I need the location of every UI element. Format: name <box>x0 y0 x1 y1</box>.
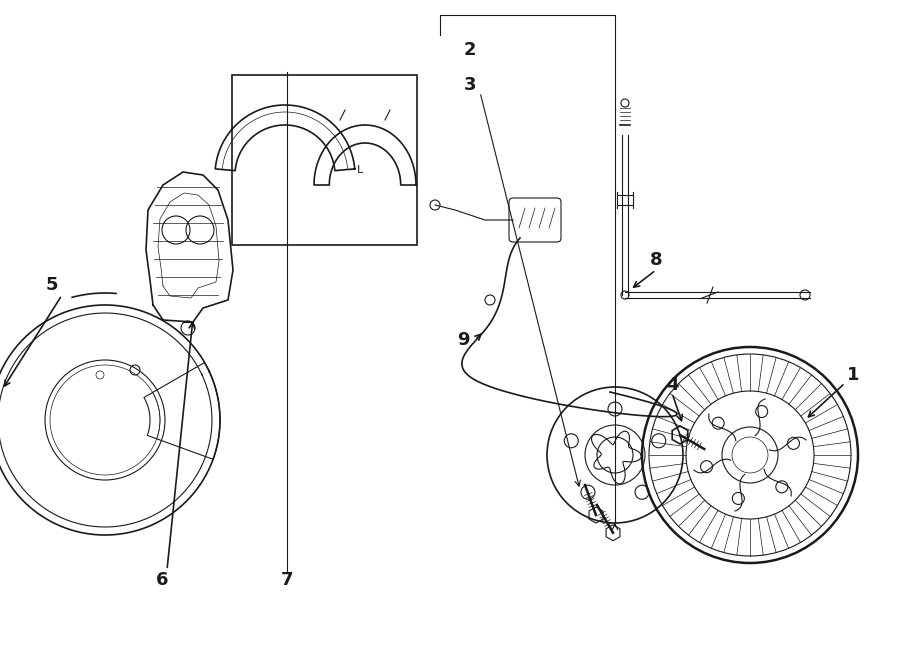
Text: 5: 5 <box>46 276 58 294</box>
Bar <box>232 75 417 245</box>
Text: 9: 9 <box>456 331 469 349</box>
Text: 2: 2 <box>464 41 476 59</box>
Text: 1: 1 <box>847 366 860 384</box>
Text: 7: 7 <box>281 571 293 589</box>
Text: L: L <box>357 165 363 175</box>
Text: 4: 4 <box>666 376 679 394</box>
Text: 6: 6 <box>156 571 168 589</box>
Text: 3: 3 <box>464 76 476 94</box>
Text: 8: 8 <box>650 251 662 269</box>
